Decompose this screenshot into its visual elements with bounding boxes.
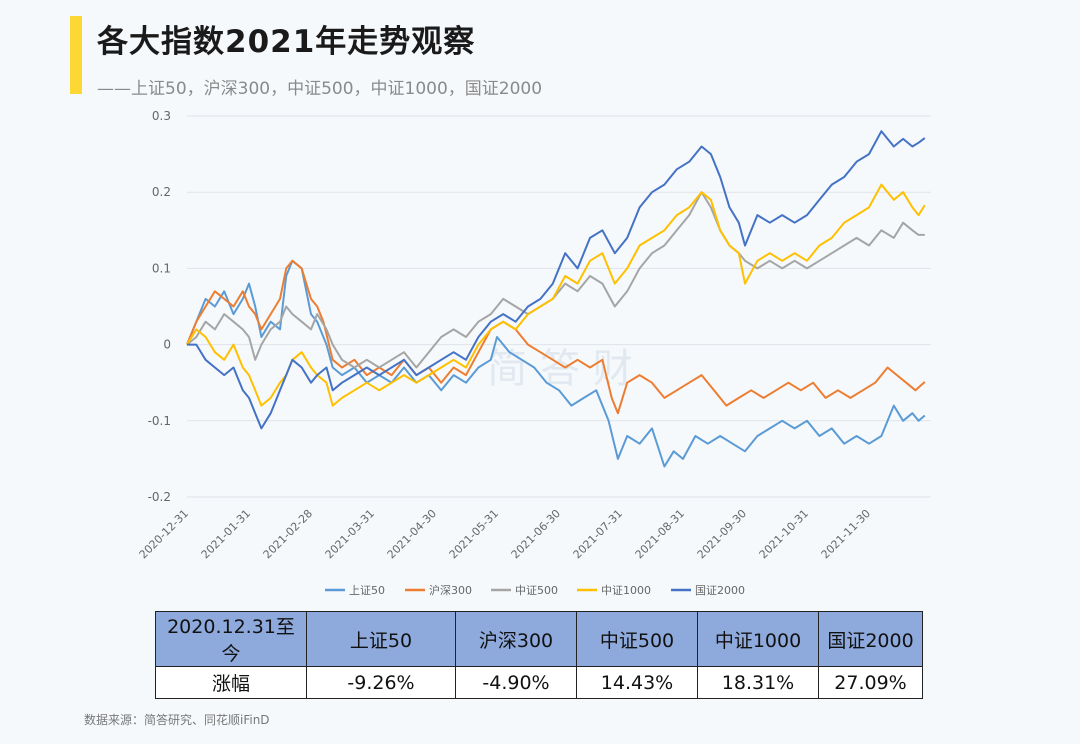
x-tick-label: 2021-09-30 <box>695 507 749 561</box>
series-line <box>186 259 926 415</box>
legend-label: 上证50 <box>349 584 385 597</box>
y-tick-label: 0.1 <box>152 261 171 275</box>
x-tick-label: 2021-10-31 <box>757 507 811 561</box>
legend-label: 国证2000 <box>695 584 745 597</box>
table-header-cell: 沪深300 <box>455 611 577 667</box>
y-tick-label: -0.2 <box>148 490 171 504</box>
table-row-label: 涨幅 <box>155 666 307 699</box>
page-title: 各大指数2021年走势观察 <box>97 24 476 60</box>
title-accent-bar <box>70 16 82 94</box>
table-cell: -4.90% <box>455 666 577 699</box>
x-tick-label: 2021-06-30 <box>509 507 563 561</box>
y-tick-label: -0.1 <box>148 414 171 428</box>
table-cell: 27.09% <box>818 666 923 699</box>
x-tick-label: 2021-08-31 <box>633 507 687 561</box>
table-header-cell: 2020.12.31至今 <box>155 611 307 667</box>
legend-label: 中证1000 <box>601 584 651 597</box>
x-tick-label: 2021-04-30 <box>385 507 439 561</box>
x-tick-label: 2021-05-31 <box>447 507 501 561</box>
series-line <box>186 191 925 369</box>
legend-label: 沪深300 <box>429 583 472 597</box>
table-header-cell: 国证2000 <box>818 611 923 667</box>
x-tick-label: 2021-07-31 <box>571 507 625 561</box>
page-subtitle: ——上证50，沪深300，中证500，中证1000，国证2000 <box>97 79 543 99</box>
table-header-row: 2020.12.31至今 上证50 沪深300 中证500 中证1000 国证2… <box>155 611 923 667</box>
series-lines <box>186 130 926 468</box>
line-chart: 简 答 财 0.30.20.10-0.1-0.2 2020-12-31 2021-… <box>137 109 931 597</box>
table-header-cell: 中证500 <box>576 611 698 667</box>
legend-label: 中证500 <box>515 584 558 597</box>
x-axis: 2020-12-31 2021-01-31 2021-02-28 2021-03-31… <box>137 507 873 561</box>
x-tick-label: 2021-11-30 <box>819 507 873 561</box>
x-tick-label: 2021-02-28 <box>261 507 315 561</box>
chart-grid <box>187 115 931 498</box>
table-cell: -9.26% <box>306 666 456 699</box>
y-tick-label: 0.3 <box>152 109 171 123</box>
x-tick-label: 2021-01-31 <box>199 507 253 561</box>
series-line <box>186 183 926 407</box>
chart-legend: 上证50 沪深300 中证500 中证1000 国证2000 <box>325 583 745 597</box>
table-cell: 14.43% <box>576 666 698 699</box>
series-line <box>187 130 926 430</box>
y-axis: 0.3 0.2 0.1 0 -0.1 -0.2 <box>148 109 171 504</box>
table-header-cell: 上证50 <box>306 611 456 667</box>
table-header-cell: 中证1000 <box>697 611 819 667</box>
x-tick-label: 2020-12-31 <box>137 507 191 561</box>
data-source-note: 数据来源：简答研究、同花顺iFinD <box>84 713 270 727</box>
series-line <box>186 259 926 468</box>
summary-table: 2020.12.31至今 上证50 沪深300 中证500 中证1000 国证2… <box>155 611 923 699</box>
y-tick-label: 0 <box>163 338 171 352</box>
y-tick-label: 0.2 <box>152 185 171 199</box>
table-row: 涨幅 -9.26% -4.90% 14.43% 18.31% 27.09% <box>155 666 923 699</box>
table-cell: 18.31% <box>697 666 819 699</box>
x-tick-label: 2021-03-31 <box>323 507 377 561</box>
